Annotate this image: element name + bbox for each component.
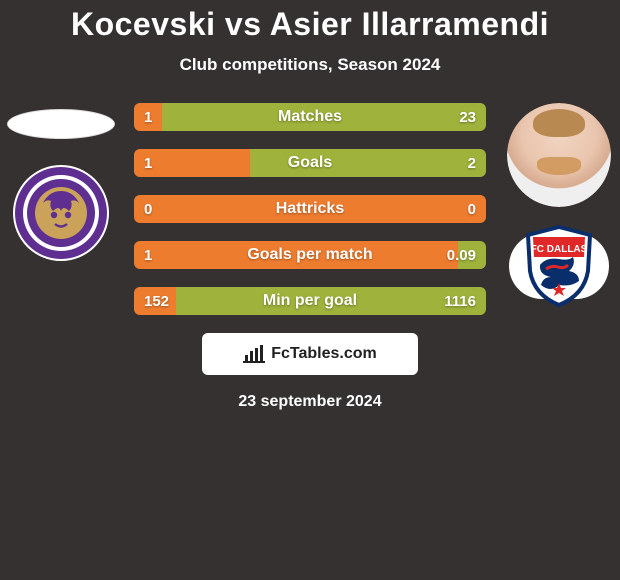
right-player-column: FC DALLAS — [504, 103, 614, 299]
stat-value-left: 152 — [144, 287, 169, 315]
stat-label: Matches — [278, 108, 342, 126]
stat-value-right: 0.09 — [447, 241, 476, 269]
page-title: Kocevski vs Asier Illarramendi — [0, 6, 620, 43]
club-badge-left — [13, 165, 109, 261]
stats-bars: 1 23 Matches 1 2 Goals 0 0 Hattricks 1 0.09 Goals p… — [134, 103, 486, 315]
orlando-badge — [14, 166, 108, 260]
stat-label: Hattricks — [276, 200, 344, 218]
watermark-text: FcTables.com — [271, 345, 377, 363]
stat-label: Min per goal — [263, 292, 357, 310]
main-row: 1 23 Matches 1 2 Goals 0 0 Hattricks 1 0.09 Goals p… — [0, 103, 620, 315]
subtitle: Club competitions, Season 2024 — [0, 55, 620, 75]
bar-chart-icon — [243, 345, 265, 363]
stat-bar: 1 2 Goals — [134, 149, 486, 177]
orlando-city-icon — [14, 166, 108, 260]
left-player-column — [6, 103, 116, 261]
svg-text:FC DALLAS: FC DALLAS — [531, 244, 588, 255]
face-icon — [507, 103, 611, 207]
stat-value-right: 0 — [468, 195, 476, 223]
player-photo-right — [507, 103, 611, 207]
club-badge-right: FC DALLAS — [509, 233, 609, 299]
stat-bar: 1 23 Matches — [134, 103, 486, 131]
stat-value-left: 1 — [144, 149, 152, 177]
date-line: 23 september 2024 — [0, 393, 620, 411]
stat-value-right: 1116 — [444, 287, 476, 315]
stat-value-left: 0 — [144, 195, 152, 223]
stat-bar: 1 0.09 Goals per match — [134, 241, 486, 269]
stat-value-right: 23 — [459, 103, 476, 131]
stat-label: Goals — [288, 154, 332, 172]
stat-seg-right — [250, 149, 486, 177]
watermark: FcTables.com — [202, 333, 418, 375]
stat-bar: 0 0 Hattricks — [134, 195, 486, 223]
stat-bar: 152 1116 Min per goal — [134, 287, 486, 315]
comparison-card: Kocevski vs Asier Illarramendi Club comp… — [0, 0, 620, 580]
player-photo-left — [7, 109, 115, 139]
stat-value-right: 2 — [468, 149, 476, 177]
fc-dallas-icon: FC DALLAS — [524, 225, 594, 307]
stat-label: Goals per match — [247, 246, 372, 264]
stat-value-left: 1 — [144, 241, 152, 269]
stat-value-left: 1 — [144, 103, 152, 131]
